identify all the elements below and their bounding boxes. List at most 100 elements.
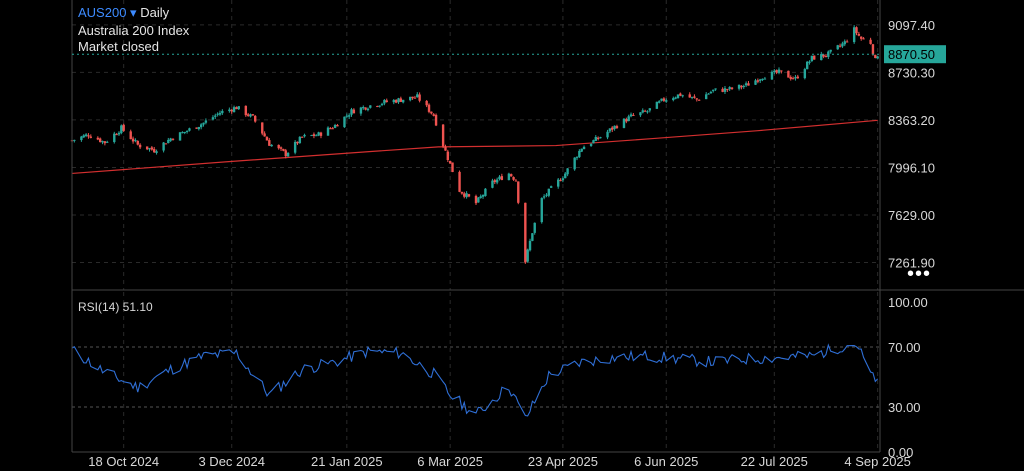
candle-body xyxy=(401,99,405,103)
candle-body xyxy=(773,70,776,73)
candle-body xyxy=(697,99,701,101)
candle-body xyxy=(512,177,515,180)
candle-body xyxy=(564,173,567,179)
candle-body xyxy=(474,195,478,204)
candle-body xyxy=(345,115,349,117)
candle-body xyxy=(430,111,433,114)
candle-body xyxy=(103,141,107,144)
candle-body xyxy=(254,115,257,122)
candle-body xyxy=(608,128,612,132)
candle-body xyxy=(214,115,217,117)
candle-body xyxy=(852,27,856,43)
candle-body xyxy=(740,85,743,88)
candle-body xyxy=(622,118,626,128)
interval-selector[interactable]: Daily xyxy=(140,5,170,20)
candle-body xyxy=(89,136,92,138)
rsi-tick-label: 70.00 xyxy=(888,340,921,355)
candle-body xyxy=(542,196,546,198)
candle-body xyxy=(526,249,529,262)
candle-body xyxy=(479,196,482,198)
candle-body xyxy=(693,96,696,98)
candle-body xyxy=(566,168,569,175)
candle-body xyxy=(425,100,428,106)
candle-body xyxy=(106,141,109,143)
candle-body xyxy=(197,126,201,130)
candle-body xyxy=(336,125,339,127)
market-status: Market closed xyxy=(78,39,159,54)
candle-body xyxy=(632,114,635,116)
candle-body xyxy=(580,148,583,152)
candle-body xyxy=(639,112,642,116)
candle-body xyxy=(82,135,85,138)
candle-body xyxy=(589,143,593,146)
candle-body xyxy=(315,135,318,137)
candle-body xyxy=(221,110,224,114)
candle-body xyxy=(284,150,287,157)
candle-body xyxy=(418,94,421,101)
candle-body xyxy=(96,137,100,140)
candle-body xyxy=(507,173,511,181)
candle-body xyxy=(721,88,724,92)
candle-body xyxy=(796,76,799,79)
candle-body xyxy=(202,122,205,125)
candle-body xyxy=(235,107,238,110)
candle-body xyxy=(611,127,614,130)
last-price-badge xyxy=(884,45,946,64)
candle-body xyxy=(411,96,414,99)
more-options-icon[interactable]: ••• xyxy=(906,263,931,285)
candle-body xyxy=(747,83,750,86)
candle-body xyxy=(380,103,384,105)
candle-body xyxy=(279,147,283,149)
candle-body xyxy=(150,147,154,150)
price-tick-label: 8730.30 xyxy=(888,65,935,80)
candle-body xyxy=(723,88,727,92)
candle-body xyxy=(467,194,471,197)
candle-body xyxy=(510,174,513,177)
candle-body xyxy=(427,104,431,112)
candle-body xyxy=(300,136,304,138)
candle-body xyxy=(434,114,438,126)
candle-body xyxy=(296,141,299,144)
candle-body xyxy=(596,137,600,139)
candle-body xyxy=(874,54,877,58)
candle-body xyxy=(770,71,774,80)
candle-body xyxy=(810,55,814,62)
candle-body xyxy=(629,114,633,117)
candle-body xyxy=(359,107,363,114)
time-tick-label: 6 Mar 2025 xyxy=(417,454,483,469)
chevron-down-icon[interactable]: ▾ xyxy=(130,5,137,20)
candle-body xyxy=(282,148,285,151)
candle-body xyxy=(822,54,825,57)
candle-body xyxy=(676,94,680,99)
candle-body xyxy=(167,139,170,144)
rsi-label: RSI(14) 51.10 xyxy=(78,300,153,314)
candle-body xyxy=(695,98,698,100)
candle-body xyxy=(742,86,745,88)
price-tick-label: 7261.90 xyxy=(888,256,935,271)
candle-body xyxy=(575,157,579,159)
symbol-selector[interactable]: AUS200 xyxy=(78,5,127,20)
candle-body xyxy=(688,94,691,98)
candle-body xyxy=(441,124,445,147)
candle-body xyxy=(540,198,543,223)
time-tick-label: 4 Sep 2025 xyxy=(844,454,911,469)
candle-body xyxy=(829,49,832,52)
candle-body xyxy=(730,87,734,89)
candle-body xyxy=(787,70,790,78)
time-tick-label: 18 Oct 2024 xyxy=(88,454,159,469)
candle-body xyxy=(592,140,595,144)
candle-body xyxy=(350,109,353,115)
candle-body xyxy=(533,222,536,233)
rsi-tick-label: 100.00 xyxy=(888,295,928,310)
candle-body xyxy=(625,119,628,122)
candle-body xyxy=(385,100,388,103)
candle-body xyxy=(860,36,863,39)
candle-body xyxy=(660,98,663,101)
candle-body xyxy=(298,136,302,144)
candle-body xyxy=(444,146,447,151)
candle-body xyxy=(228,109,231,112)
candle-body xyxy=(707,93,710,95)
candle-body xyxy=(582,146,586,150)
candle-body xyxy=(561,178,565,181)
